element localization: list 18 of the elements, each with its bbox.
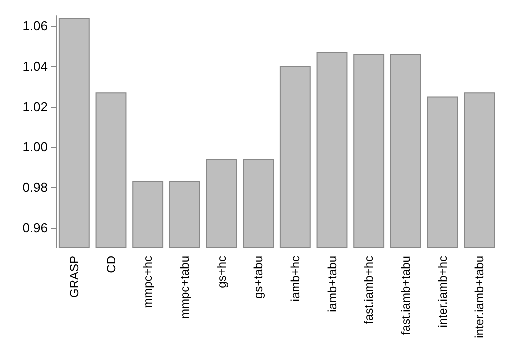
- y-tick-label: 1.06: [22, 18, 48, 34]
- x-tick-label: inter.iamb+hc: [436, 256, 450, 328]
- x-tick-label: CD: [104, 256, 118, 274]
- y-tick-label: 0.96: [22, 220, 48, 236]
- x-tick-label: fast.iamb+tabu: [398, 256, 413, 336]
- x-tick-label: gs+tabu: [252, 256, 266, 300]
- x-tick-label: iamb+tabu: [325, 256, 340, 312]
- x-tick-label: GRASP: [67, 256, 82, 298]
- x-tick-label: mmpc+tabu: [178, 256, 192, 320]
- y-tick-label: 0.98: [22, 180, 48, 195]
- x-tick-label: mmpc+hc: [141, 256, 156, 308]
- y-tick-label: 1.00: [22, 140, 48, 155]
- x-tick-label: gs+hc: [214, 256, 229, 288]
- y-tick-label: 1.02: [22, 99, 48, 114]
- x-tick-label: inter.iamb+tabu: [472, 256, 487, 338]
- y-tick-label: 1.04: [22, 58, 48, 74]
- x-tick-label: fast.iamb+hc: [362, 256, 376, 324]
- x-tick-label: iamb+hc: [288, 256, 302, 302]
